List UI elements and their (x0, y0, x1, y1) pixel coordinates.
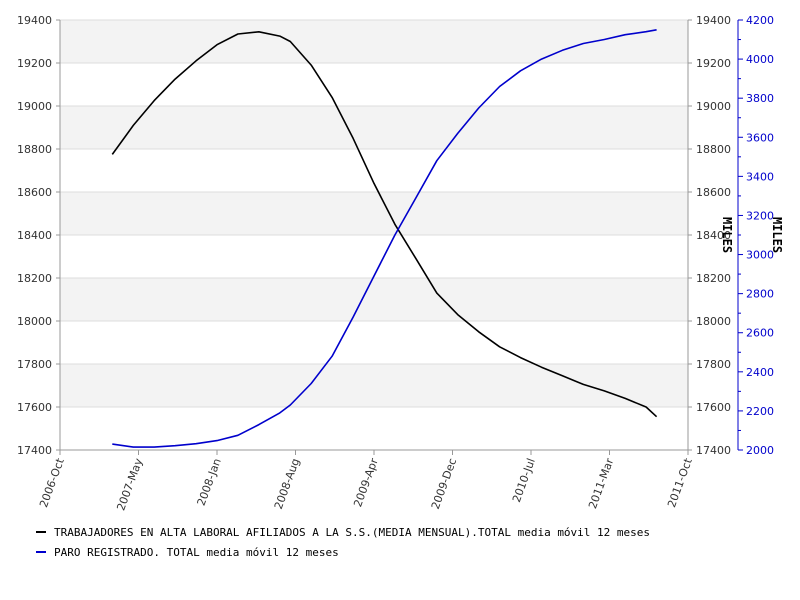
legend-label-paro: PARO REGISTRADO. TOTAL media móvil 12 me… (54, 545, 339, 559)
right-outer-axis-tick-label: 3400 (746, 170, 774, 183)
horizontal-gridlines (60, 19, 688, 451)
right-outer-axis-tick-label: 4000 (746, 53, 774, 66)
left-axis-tick-label: 18800 (17, 143, 52, 156)
x-axis-tick-label: 2006-Oct (37, 456, 67, 509)
right-outer-axis-label: MILES (770, 217, 784, 253)
plot-band (60, 192, 688, 235)
right-outer-axis-tick-label: 2400 (746, 366, 774, 379)
left-axis-tick-label: 18400 (17, 229, 52, 242)
right-inner-axis-tick-label: 19200 (696, 57, 731, 70)
left-axis-tick-label: 19000 (17, 100, 52, 113)
x-axis-tick-label: 2011-Oct (665, 456, 695, 509)
right-outer-axis-tick-label: 2800 (746, 288, 774, 301)
series-line-afiliados (111, 30, 658, 418)
right-inner-axis-tick-label: 18200 (696, 272, 731, 285)
right-outer-axis-tick-label: 4200 (746, 14, 774, 27)
right-outer-axis-tick-label: 3000 (746, 249, 774, 262)
x-axis: 2006-Oct 2007-May 2008-Jan 2008-Aug 2009-Apr… (37, 450, 695, 512)
right-outer-axis-tick-label: 2200 (746, 405, 774, 418)
x-axis-tick-label: 2009-Apr (351, 456, 381, 509)
series-line-paro (112, 29, 657, 448)
legend-entry-afiliados: TRABAJADORES EN ALTA LABORAL AFILIADOS A… (36, 522, 650, 542)
left-axis-tick-label: 18000 (17, 315, 52, 328)
left-axis-tick-label: 18200 (17, 272, 52, 285)
x-axis-tick-label: 2007-May (114, 456, 145, 512)
right-inner-axis-label: MILES (720, 217, 734, 253)
left-axis-tick-label: 17800 (17, 358, 52, 371)
legend-entry-paro: PARO REGISTRADO. TOTAL media móvil 12 me… (36, 542, 650, 562)
right-outer-y-axis: 2000 2200 2400 2600 2800 3000 3200 3400 3600 3800… (738, 14, 774, 457)
plot-band (60, 278, 688, 321)
legend-label-afiliados: TRABAJADORES EN ALTA LABORAL AFILIADOS A… (54, 525, 651, 539)
x-axis-tick-label: 2010-Jul (510, 457, 538, 505)
left-axis-tick-label: 17600 (17, 401, 52, 414)
left-y-axis: 17400 17600 17800 18000 18200 18400 18600 18800… (17, 14, 60, 457)
right-inner-axis-tick-label: 17800 (696, 358, 731, 371)
right-inner-axis-tick-label: 17600 (696, 401, 731, 414)
right-inner-axis-tick-label: 17400 (696, 444, 731, 457)
right-outer-axis-tick-label: 3200 (746, 209, 774, 222)
plot-band (60, 364, 688, 407)
chart-legend: TRABAJADORES EN ALTA LABORAL AFILIADOS A… (36, 522, 650, 562)
right-outer-axis-tick-label: 2600 (746, 327, 774, 340)
right-inner-axis-tick-label: 18000 (696, 315, 731, 328)
legend-swatch-black (36, 531, 46, 533)
right-outer-axis-tick-label: 3800 (746, 92, 774, 105)
right-inner-axis-tick-label: 18600 (696, 186, 731, 199)
series-lines (111, 29, 658, 448)
right-outer-axis-tick-label: 2000 (746, 444, 774, 457)
right-inner-axis-tick-label: 19400 (696, 14, 731, 27)
right-inner-axis-tick-label: 18800 (696, 143, 731, 156)
x-axis-tick-label: 2009-Dec (429, 457, 459, 511)
plot-band (60, 106, 688, 149)
x-axis-tick-label: 2011-Mar (586, 456, 616, 510)
right-outer-axis-tick-label: 3600 (746, 131, 774, 144)
right-inner-axis-tick-label: 18400 (696, 229, 731, 242)
x-axis-tick-label: 2008-Aug (272, 457, 302, 511)
legend-swatch-blue (36, 551, 46, 553)
left-axis-tick-label: 19200 (17, 57, 52, 70)
left-axis-tick-label: 18600 (17, 186, 52, 199)
right-inner-y-axis: 17400 17600 17800 18000 18200 18400 18600 18800… (688, 14, 731, 457)
plot-background-bands (60, 20, 688, 407)
x-axis-tick-label: 2008-Jan (195, 457, 224, 508)
right-inner-axis-tick-label: 19000 (696, 100, 731, 113)
left-axis-tick-label: 19400 (17, 14, 52, 27)
plot-band (60, 20, 688, 63)
left-axis-tick-label: 17400 (17, 444, 52, 457)
